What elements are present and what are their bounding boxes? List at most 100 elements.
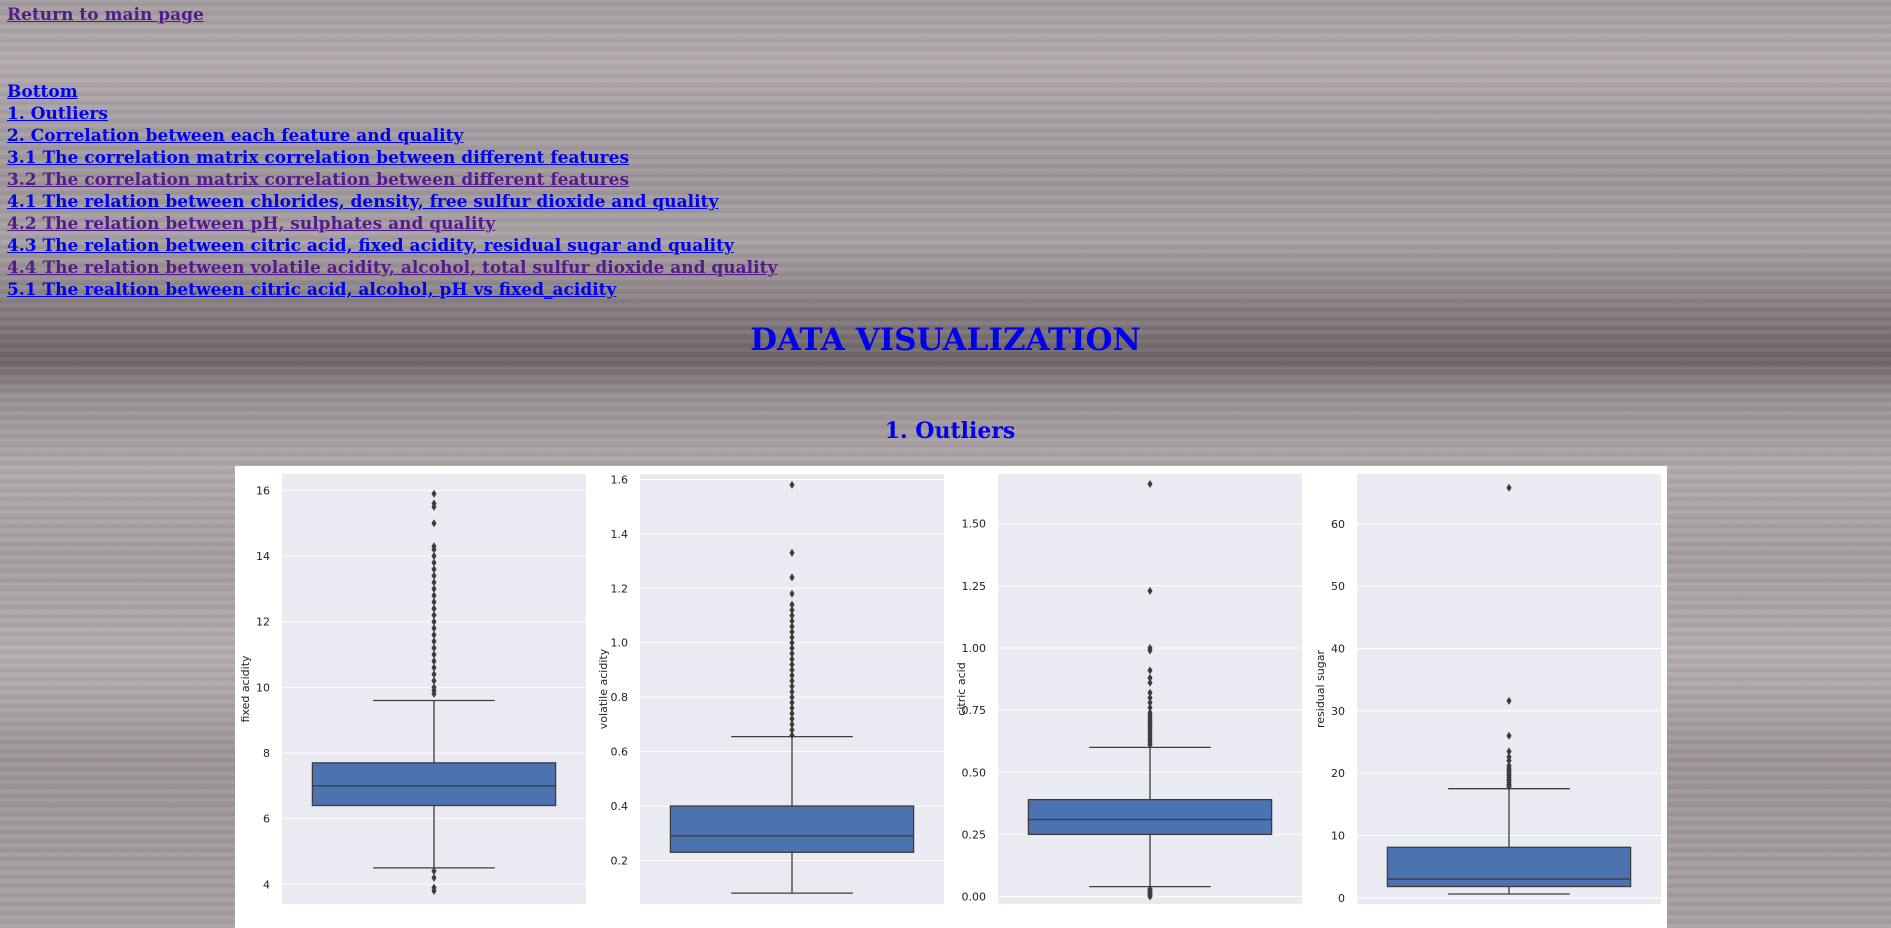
outlier-point xyxy=(789,731,795,740)
y-tick-label: 0.2 xyxy=(611,854,629,867)
table-of-contents: Bottom 1. Outliers 2. Correlation betwee… xyxy=(7,81,777,301)
toc-item: 4.4 The relation between volatile acidit… xyxy=(7,257,777,279)
return-to-main-link[interactable]: Return to main page xyxy=(7,5,204,25)
y-tick-label: 8 xyxy=(263,747,270,760)
outlier-point xyxy=(431,663,437,672)
y-axis-label: fixed acidity xyxy=(239,655,252,723)
outlier-point xyxy=(789,698,795,707)
toc-item: 3.1 The correlation matrix correlation b… xyxy=(7,147,777,169)
outlier-point xyxy=(431,598,437,607)
outlier-point xyxy=(1506,747,1512,756)
outlier-point xyxy=(431,624,437,633)
outlier-point xyxy=(789,671,795,680)
outlier-point xyxy=(431,643,437,652)
toc-link-relation-4-1[interactable]: 4.1 The relation between chlorides, dens… xyxy=(7,192,719,212)
toc-link-relation-4-3[interactable]: 4.3 The relation between citric acid, fi… xyxy=(7,236,734,256)
y-tick-label: 1.0 xyxy=(611,637,629,650)
toc-link-relation-4-2[interactable]: 4.2 The relation between pH, sulphates a… xyxy=(7,214,496,234)
outlier-point xyxy=(789,709,795,718)
y-tick-label: 0.8 xyxy=(611,691,629,704)
toc-item: 3.2 The correlation matrix correlation b… xyxy=(7,169,777,191)
toc-link-relation-5-1[interactable]: 5.1 The realtion between citric acid, al… xyxy=(7,280,617,300)
toc-link-correlation-matrix-1[interactable]: 3.1 The correlation matrix correlation b… xyxy=(7,148,630,168)
outlier-point xyxy=(789,622,795,631)
iqr-box xyxy=(1386,846,1632,888)
outlier-point xyxy=(431,519,437,528)
y-tick-label: 16 xyxy=(256,484,270,497)
y-axis-label: volatile acidity xyxy=(597,648,610,729)
outlier-point xyxy=(789,682,795,691)
y-axis-label: citric acid xyxy=(955,662,968,715)
outlier-point xyxy=(431,670,437,679)
outlier-point xyxy=(431,683,437,692)
outlier-point xyxy=(789,606,795,615)
toc-link-correlation-matrix-2[interactable]: 3.2 The correlation matrix correlation b… xyxy=(7,170,630,190)
outlier-point xyxy=(431,657,437,666)
boxplot-1: 0.2 0.4 0.6 0.8 1.0 1.2 1.4 1.6 volatile acidity xyxy=(597,473,944,904)
outlier-point xyxy=(431,883,437,892)
outlier-point xyxy=(789,714,795,723)
y-tick-label: 1.25 xyxy=(962,580,987,593)
y-tick-label: 1.4 xyxy=(611,528,629,541)
boxplot-2: 0.00 0.25 0.50 0.75 1.00 1.25 1.50 citric acid xyxy=(955,474,1302,904)
outlier-point xyxy=(431,591,437,600)
iqr-box xyxy=(1027,798,1273,836)
y-tick-label: 30 xyxy=(1331,705,1345,718)
toc-item: 2. Correlation between each feature and … xyxy=(7,125,777,147)
outlier-point xyxy=(789,480,795,489)
y-tick-label: 1.50 xyxy=(962,518,987,531)
y-tick-label: 0.50 xyxy=(962,766,987,779)
toc-link-outliers[interactable]: 1. Outliers xyxy=(7,104,108,124)
y-tick-label: 20 xyxy=(1331,767,1345,780)
outlier-point xyxy=(431,578,437,587)
y-tick-label: 1.2 xyxy=(611,582,629,595)
outlier-point xyxy=(789,720,795,729)
outlier-point xyxy=(789,693,795,702)
outlier-point xyxy=(1506,761,1512,770)
toc-item: 5.1 The realtion between citric acid, al… xyxy=(7,279,777,301)
outlier-point xyxy=(1506,731,1512,740)
outlier-point xyxy=(789,644,795,653)
toc-item: 4.3 The relation between citric acid, fi… xyxy=(7,235,777,257)
y-tick-label: 1.00 xyxy=(962,642,987,655)
outlier-point xyxy=(431,630,437,639)
outlier-point xyxy=(789,633,795,642)
outlier-point xyxy=(431,489,437,498)
boxplot-0: 4 6 8 10 12 14 16 fixed acidity xyxy=(239,474,586,904)
y-axis-label: residual sugar xyxy=(1314,650,1327,729)
toc-item: 4.2 The relation between pH, sulphates a… xyxy=(7,213,777,235)
outlier-point xyxy=(789,627,795,636)
outlier-point xyxy=(431,867,437,876)
outlier-point xyxy=(789,600,795,609)
toc-link-correlation-quality[interactable]: 2. Correlation between each feature and … xyxy=(7,126,464,146)
outlier-point xyxy=(431,604,437,613)
outlier-point xyxy=(789,611,795,620)
outlier-point xyxy=(431,617,437,626)
y-tick-label: 10 xyxy=(1331,829,1345,842)
outlier-point xyxy=(431,565,437,574)
outlier-point xyxy=(789,687,795,696)
toc-item: 1. Outliers xyxy=(7,103,777,125)
iqr-box xyxy=(311,762,557,807)
toc-link-relation-4-4[interactable]: 4.4 The relation between volatile acidit… xyxy=(7,258,778,278)
outlier-point xyxy=(431,499,437,508)
y-tick-label: 40 xyxy=(1331,642,1345,655)
outlier-point xyxy=(789,589,795,598)
outlier-point xyxy=(431,676,437,685)
outlier-point xyxy=(431,571,437,580)
boxplot-figure-svg: 4 6 8 10 12 14 16 fixed acidity 0.2 0.4 0.6 0.8 1.0 1… xyxy=(239,473,1661,905)
y-tick-label: 0.25 xyxy=(962,828,987,841)
y-tick-label: 50 xyxy=(1331,580,1345,593)
y-tick-label: 14 xyxy=(256,550,270,563)
outliers-figure: 4 6 8 10 12 14 16 fixed acidity 0.2 0.4 0.6 0.8 1.0 1… xyxy=(235,466,1667,928)
outlier-point xyxy=(1506,752,1512,761)
outlier-point xyxy=(789,638,795,647)
toc-item: Bottom xyxy=(7,81,777,103)
y-tick-label: 12 xyxy=(256,616,270,629)
y-tick-label: 4 xyxy=(263,878,270,891)
outlier-point xyxy=(431,584,437,593)
y-tick-label: 10 xyxy=(256,681,270,694)
y-tick-label: 0 xyxy=(1338,892,1345,905)
outlier-point xyxy=(1506,483,1512,492)
toc-link-bottom[interactable]: Bottom xyxy=(7,82,78,102)
